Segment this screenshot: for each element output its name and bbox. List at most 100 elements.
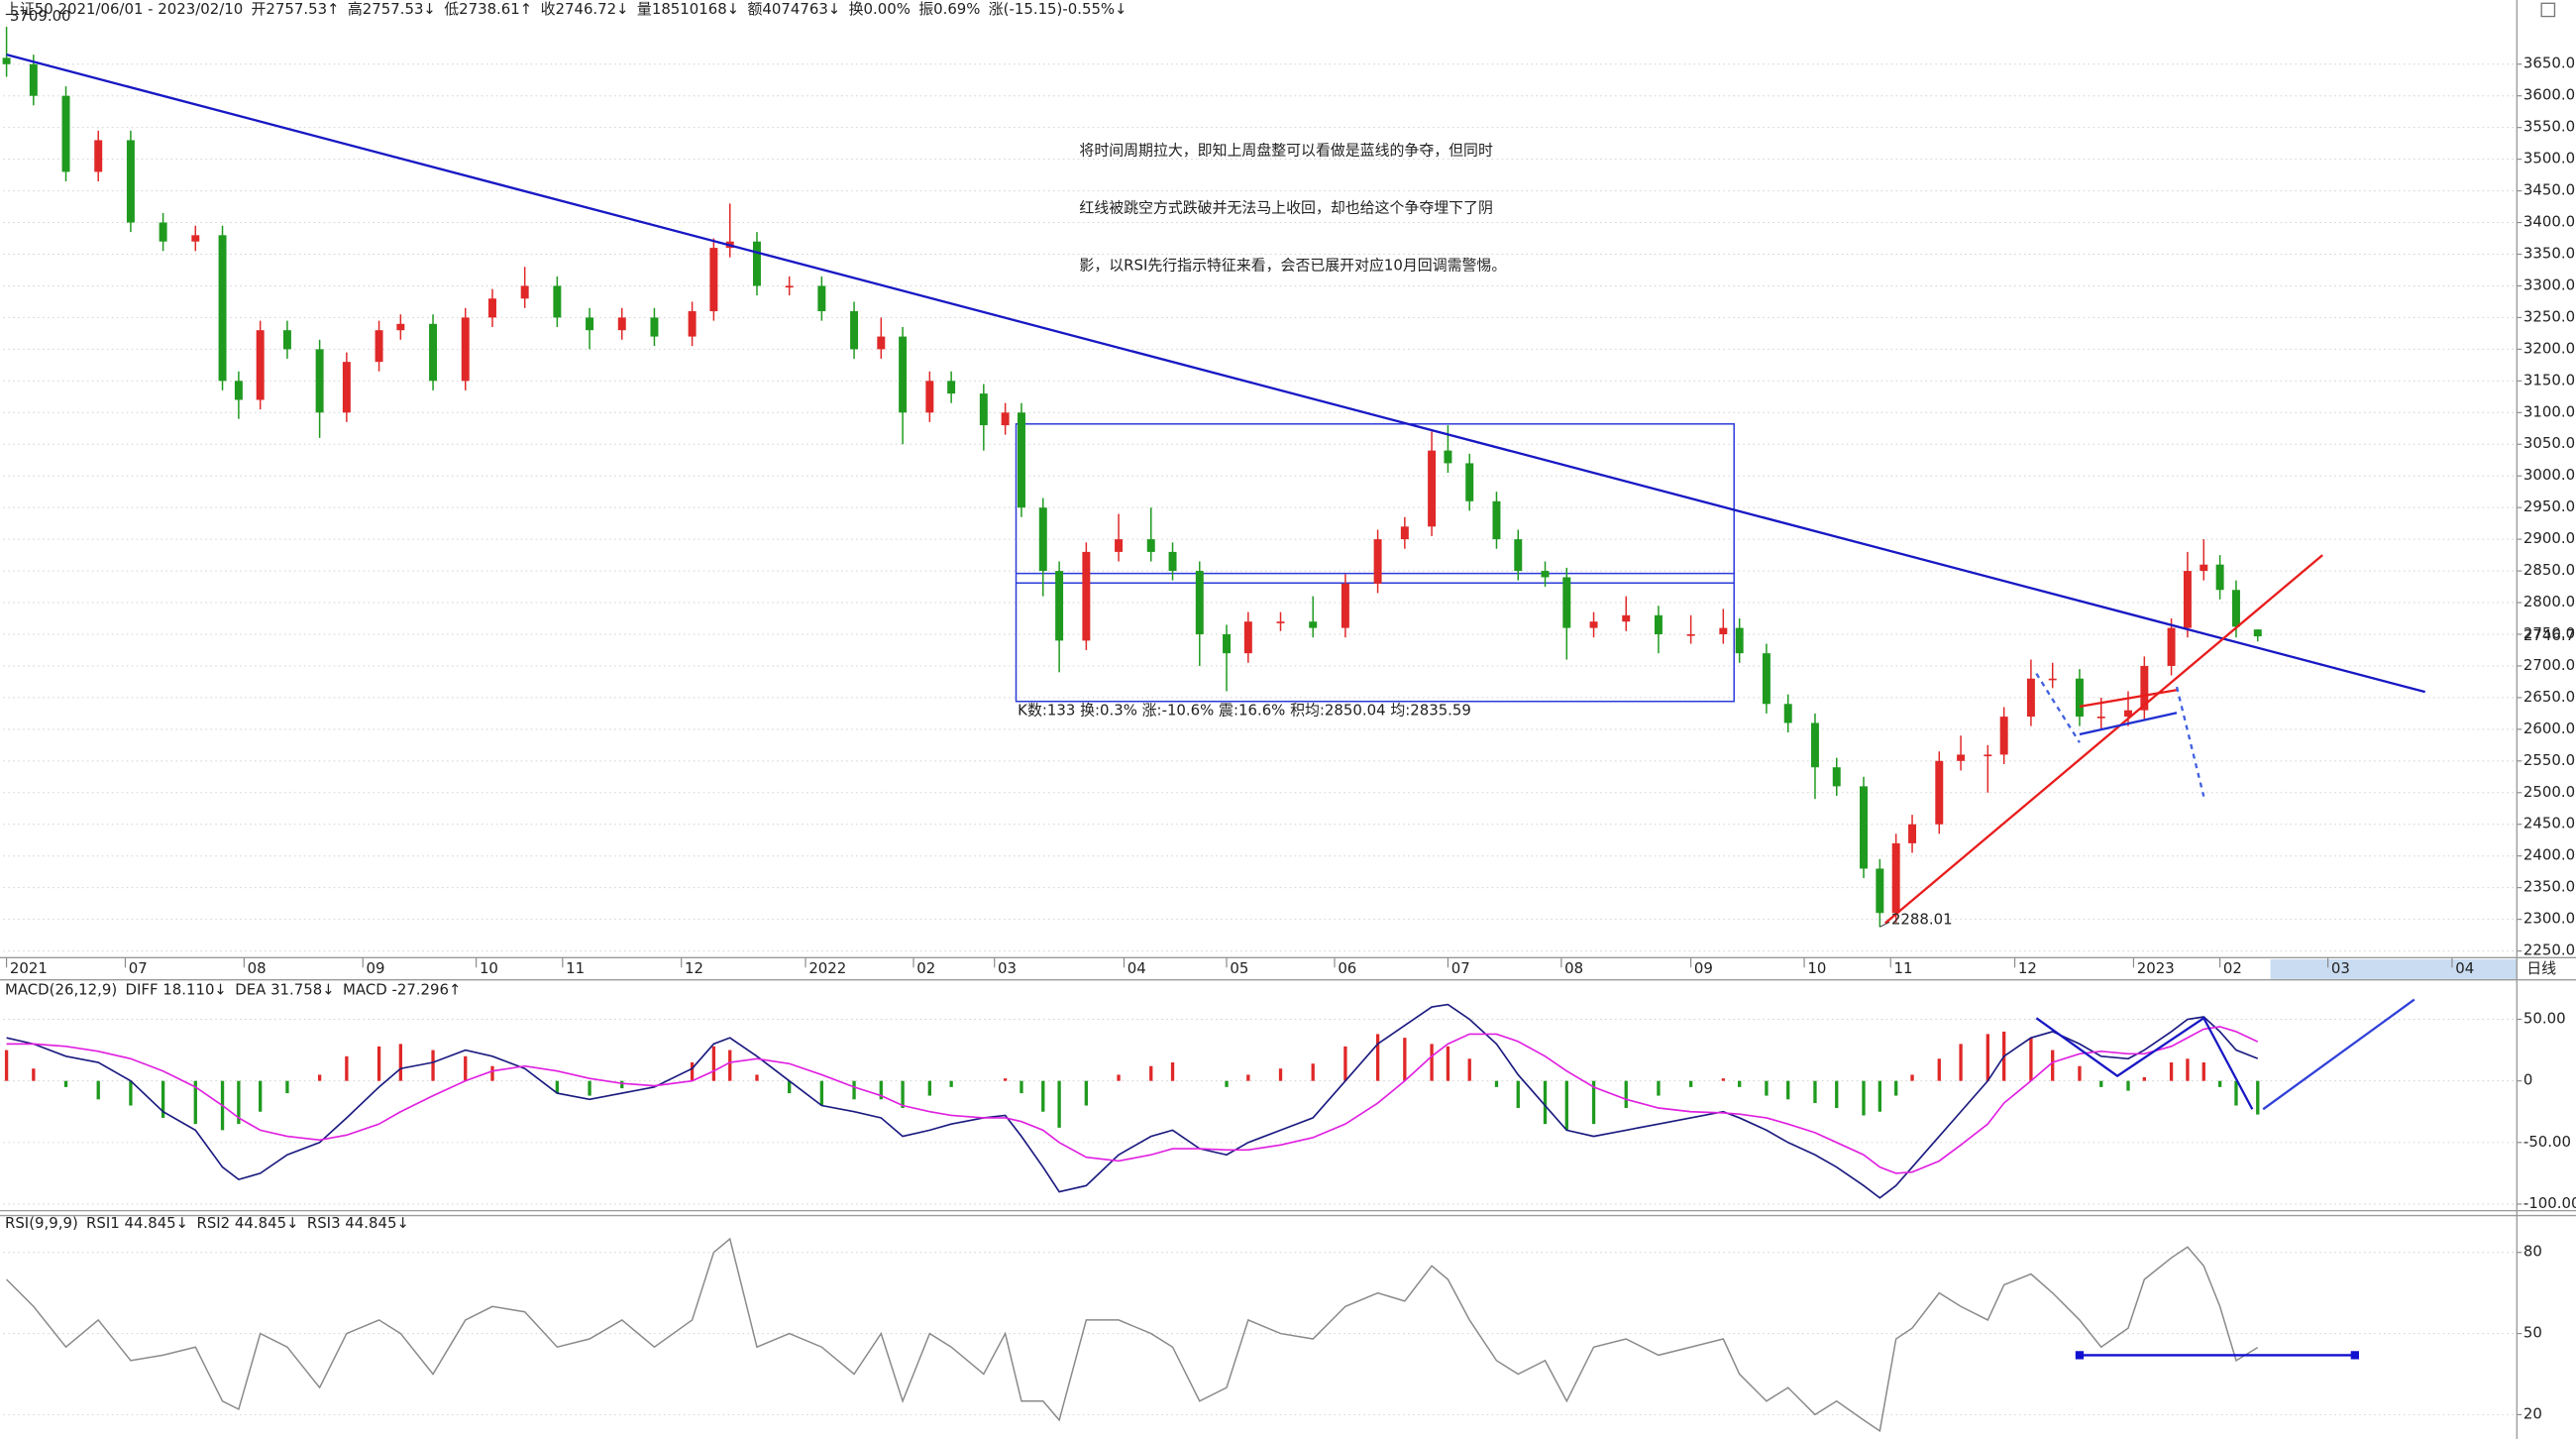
candle-body <box>1055 571 1064 641</box>
macd-bar <box>1343 1046 1347 1081</box>
macd-bar <box>1543 1080 1548 1125</box>
candle-body <box>2026 678 2035 718</box>
y-tick-label: 3150.00 <box>2523 371 2576 388</box>
candle-body <box>979 393 988 426</box>
x-tick-label: 04 <box>1127 959 1146 977</box>
candle-body <box>2048 678 2057 681</box>
window-button[interactable] <box>2540 2 2556 18</box>
candle-body <box>899 336 908 413</box>
x-tick-label: 11 <box>566 959 585 977</box>
macd-bar <box>901 1080 905 1109</box>
macd-bar <box>2142 1076 2146 1081</box>
macd-bar <box>129 1080 133 1106</box>
x-tick-label: 07 <box>1451 959 1470 977</box>
drawn-line <box>6 54 2425 694</box>
x-tick-label: 09 <box>1694 959 1713 977</box>
y-tick-label: 2950.00 <box>2523 498 2576 515</box>
macd-bar <box>852 1080 856 1100</box>
candle-body <box>461 317 470 382</box>
macd-bar <box>949 1080 953 1087</box>
candle-body <box>1195 571 1204 634</box>
candle-body <box>1082 551 1091 641</box>
candle-body <box>256 330 265 400</box>
macd-bar <box>317 1074 322 1081</box>
macd-bar <box>1003 1078 1008 1081</box>
y-tick-label: 2500.00 <box>2523 783 2576 801</box>
legend-text: RSI2 44.845↓ <box>196 1214 298 1232</box>
macd-bar <box>1020 1080 1023 1094</box>
candle-body <box>1400 526 1409 540</box>
macd-bar <box>927 1080 931 1096</box>
candle-body <box>2124 710 2132 718</box>
low-label: 2288.01 <box>1891 911 1953 929</box>
candle-body <box>282 330 291 350</box>
candle-body <box>1243 621 1252 654</box>
y-tick-label: 3000.00 <box>2523 466 2576 484</box>
candle-body <box>2253 629 2262 637</box>
macd-bar <box>1624 1080 1628 1109</box>
macd-bar <box>620 1080 624 1089</box>
macd-bar <box>1688 1080 1693 1087</box>
candle-body <box>688 311 697 337</box>
legend-text: 换0.00% <box>849 0 911 18</box>
macd-bar <box>2099 1080 2103 1087</box>
macd-bar <box>398 1044 403 1081</box>
annotation-line: 红线被跳空方式跌破并无法马上收回，却也给这个争夺埋下了阴 <box>1079 199 1492 217</box>
candle-body <box>1860 786 1868 869</box>
candle-body <box>1935 760 1944 825</box>
x-tick-label: 2021 <box>10 959 48 977</box>
candle-body <box>520 285 529 299</box>
macd-bar <box>1494 1080 1499 1087</box>
macd-bar <box>1835 1080 1839 1109</box>
candle-body <box>1810 722 1819 768</box>
drawn-line <box>2079 712 2178 736</box>
macd-bar <box>32 1068 36 1081</box>
legend-text: DEA 31.758↓ <box>235 980 335 998</box>
candle-body <box>1589 621 1598 628</box>
candle-body <box>850 311 859 350</box>
macd-bar <box>2186 1058 2190 1081</box>
macd-bar <box>1786 1080 1790 1100</box>
macd-bar <box>4 1050 9 1081</box>
candle-body <box>553 285 562 318</box>
x-tick-label: 2022 <box>808 959 846 977</box>
candle-body <box>191 235 200 242</box>
candle-body <box>429 323 438 382</box>
y-tick-label: 3250.00 <box>2523 307 2576 325</box>
candle-body <box>1223 633 1232 654</box>
macd-bar <box>1657 1080 1661 1096</box>
macd-bar <box>285 1080 289 1094</box>
legend-text: 低2738.61↑ <box>444 0 532 18</box>
y-tick-label: 3450.00 <box>2523 181 2576 199</box>
x-tick-label: 08 <box>248 959 267 977</box>
candle-body <box>1465 463 1474 501</box>
candle-body <box>2 57 11 64</box>
candle-body <box>1309 621 1318 628</box>
macd-bar <box>2201 1062 2205 1081</box>
high-label: 3709.00 <box>10 7 71 25</box>
drawn-line <box>1884 554 2323 925</box>
candle-body <box>1832 767 1841 787</box>
macd-bar <box>1894 1080 1898 1096</box>
y-tick-label: 2600.00 <box>2523 720 2576 737</box>
macd-bar <box>259 1080 263 1112</box>
legend-text: 上证50 2021/06/01 - 2023/02/10 <box>5 0 243 18</box>
candle-body <box>126 140 135 223</box>
y-tick-label: 2900.00 <box>2523 529 2576 547</box>
candle-body <box>1762 653 1771 705</box>
macd-bar <box>490 1065 494 1081</box>
macd-bar <box>1278 1068 1283 1081</box>
candle-body <box>1341 583 1349 628</box>
candle-body <box>1017 412 1025 508</box>
macd-bar <box>63 1080 68 1087</box>
drawn-line <box>2262 998 2415 1111</box>
candle-body <box>396 323 405 331</box>
macd-bar <box>1311 1063 1315 1081</box>
macd-bar <box>1430 1044 1434 1081</box>
macd-bar <box>788 1080 792 1094</box>
candle-body <box>2140 665 2149 711</box>
macd-bar <box>1765 1080 1769 1096</box>
candle-body <box>234 381 243 400</box>
y-tick-label: 2450.00 <box>2523 815 2576 832</box>
future-zone <box>2270 959 2518 979</box>
